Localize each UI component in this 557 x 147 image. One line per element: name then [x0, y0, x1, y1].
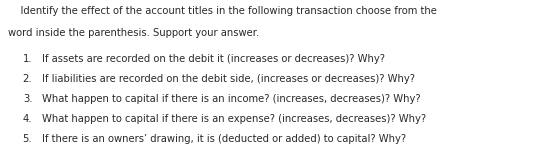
Text: 5.: 5. [23, 134, 32, 144]
Text: 3.: 3. [23, 94, 32, 104]
Text: What happen to capital if there is an income? (increases, decreases)? Why?: What happen to capital if there is an in… [42, 94, 421, 104]
Text: If assets are recorded on the debit it (increases or decreases)? Why?: If assets are recorded on the debit it (… [42, 54, 385, 64]
Text: 4.: 4. [23, 114, 32, 124]
Text: word inside the parenthesis. Support your answer.: word inside the parenthesis. Support you… [8, 28, 260, 38]
Text: 2.: 2. [23, 74, 32, 84]
Text: 1.: 1. [23, 54, 32, 64]
Text: If liabilities are recorded on the debit side, (increases or decreases)? Why?: If liabilities are recorded on the debit… [42, 74, 415, 84]
Text: If there is an owners’ drawing, it is (deducted or added) to capital? Why?: If there is an owners’ drawing, it is (d… [42, 134, 406, 144]
Text: What happen to capital if there is an expense? (increases, decreases)? Why?: What happen to capital if there is an ex… [42, 114, 426, 124]
Text: Identify the effect of the account titles in the following transaction choose fr: Identify the effect of the account title… [8, 6, 437, 16]
